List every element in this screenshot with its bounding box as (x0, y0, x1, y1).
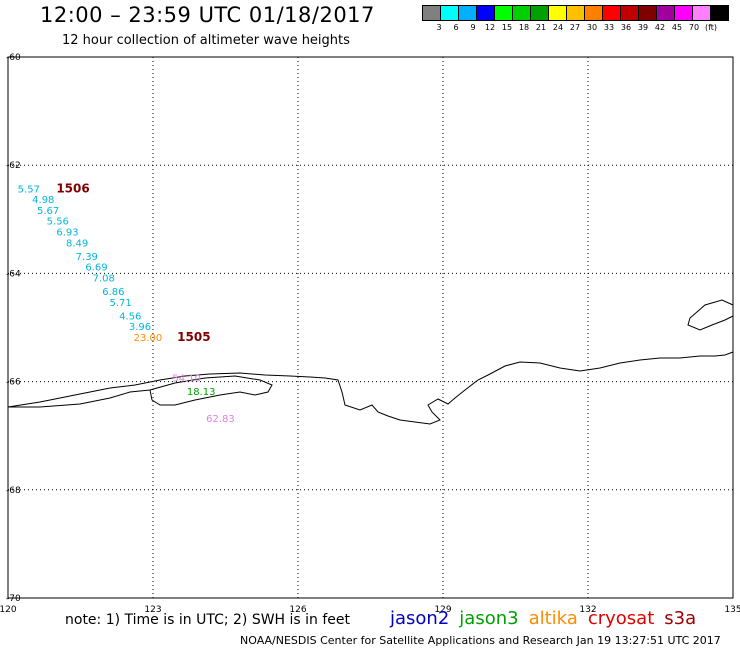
lat-tick-label: -64 (6, 269, 21, 279)
color-label: 3 (436, 23, 442, 32)
satellite-legend: jason2 jason3 altika cryosat s3a (390, 608, 696, 629)
color-label: 12 (484, 23, 496, 32)
map-frame (7, 56, 734, 599)
axis-ticks: 120 123 126 129 132 135 -60 -62 -64 -66 -68 -70 (0, 53, 740, 615)
wave-height-value: 4.98 (32, 195, 54, 206)
lon-tick-label: 126 (289, 605, 306, 615)
wave-height-value: 5.71 (110, 298, 132, 309)
color-label: 9 (470, 23, 476, 32)
credit-line: NOAA/NESDIS Center for Satellite Applica… (240, 634, 721, 647)
lon-tick-label: 129 (434, 605, 451, 615)
wave-height-value: 6.69 (85, 263, 107, 274)
color-label: 42 (654, 23, 666, 32)
satellite-name: altika (528, 608, 578, 629)
wave-height-value: 54.10 (172, 374, 201, 385)
satellite-name: jason3 (459, 608, 519, 629)
wave-height-value: 18.13 (187, 387, 216, 398)
lat-tick-label: -68 (6, 486, 21, 496)
lat-tick-label: -60 (6, 53, 21, 63)
color-labels: 3 6 9 12 15 18 21 24 27 30 33 36 39 42 45 70 (ft) (422, 21, 728, 33)
lat-tick-label: -66 (6, 378, 21, 388)
color-label: 18 (518, 23, 530, 32)
color-label: 30 (586, 23, 598, 32)
wave-height-value: 8.49 (66, 238, 88, 249)
satellite-name: s3a (664, 608, 697, 629)
color-label: 15 (501, 23, 513, 32)
color-legend: 3 6 9 12 15 18 21 24 27 30 33 36 39 42 45 70 (ft) (422, 5, 729, 33)
satellite-name: jason2 (390, 608, 450, 629)
color-label: 21 (535, 23, 547, 32)
wave-height-value: 6.86 (102, 287, 124, 298)
lon-tick-label: 135 (724, 605, 740, 615)
color-label: 6 (453, 23, 459, 32)
wave-height-value: 4.56 (119, 311, 141, 322)
wave-height-value: 7.08 (93, 274, 115, 285)
color-label: 33 (603, 23, 615, 32)
color-label: (ft) (704, 23, 718, 32)
color-label: 70 (688, 23, 700, 32)
pass-time-label: 1506 (56, 181, 89, 195)
wave-height-value: 3.96 (129, 322, 151, 333)
wave-height-value: 5.67 (37, 206, 59, 217)
wave-height-value: 6.93 (56, 228, 78, 239)
lat-tick-label: -70 (6, 594, 21, 604)
color-label: 39 (637, 23, 649, 32)
antarctic-coastline (7, 299, 734, 425)
units-note: note: 1) Time is in UTC; 2) SWH is in fe… (65, 612, 351, 628)
lon-tick-label: 120 (0, 605, 17, 615)
color-label: 27 (569, 23, 581, 32)
lon-tick-label: 132 (579, 605, 596, 615)
wave-height-value: 5.57 (18, 184, 40, 195)
color-label: 45 (671, 23, 683, 32)
satellite-name: cryosat (587, 608, 655, 629)
graticule (8, 57, 733, 598)
color-swatch (710, 5, 729, 21)
lat-tick-label: -62 (6, 161, 21, 171)
color-swatches (422, 5, 729, 21)
wave-height-value: 5.56 (47, 217, 69, 228)
wave-height-labels: 5.574.985.675.566.938.49 7.396.697.08 6.86… (18, 181, 235, 425)
map-subtitle: 12 hour collection of altimeter wave hei… (62, 33, 350, 48)
map-title: 12:00 – 23:59 UTC 01/18/2017 (40, 3, 375, 27)
wave-height-value: 62.83 (206, 414, 235, 425)
color-label: 36 (620, 23, 632, 32)
lon-tick-label: 123 (144, 605, 161, 615)
wave-height-value: 7.39 (76, 252, 98, 263)
color-label: 24 (552, 23, 564, 32)
pass-time-label: 1505 (177, 330, 210, 344)
wave-height-value: 23.00 (134, 333, 163, 344)
